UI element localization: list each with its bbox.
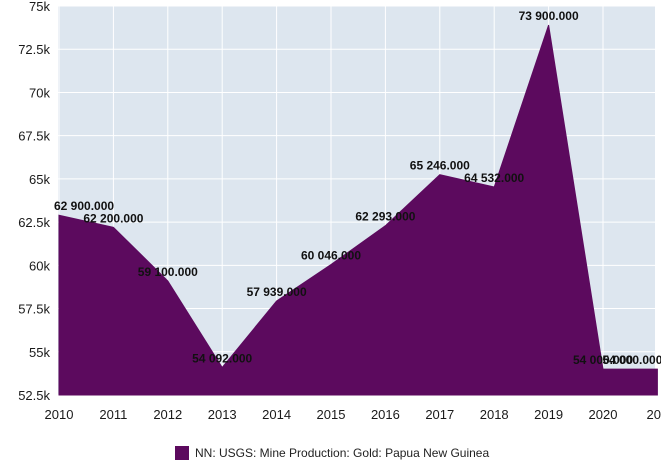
legend[interactable]: NN: USGS: Mine Production: Gold: Papua N…	[175, 446, 489, 460]
x-tick-label: 2013	[208, 407, 237, 422]
x-tick-label: 202	[647, 407, 661, 422]
data-label: 62 200.000	[83, 211, 143, 225]
data-label: 73 900.000	[519, 9, 579, 23]
y-tick-label: 65k	[29, 172, 50, 187]
data-label: 54 000.000	[573, 353, 633, 367]
y-tick-label: 55k	[29, 345, 50, 360]
data-label: 62 900.000	[54, 199, 114, 213]
x-tick-label: 2014	[262, 407, 291, 422]
data-label: 54 092.000	[192, 351, 252, 365]
y-tick-label: 60k	[29, 258, 50, 273]
area-chart: 52.5k 55k 57.5k 60k 62.5k 65k 67.5k 70k 72.5k 75k…	[18, 0, 661, 422]
x-tick-label: 2010	[45, 407, 74, 422]
legend-label: NN: USGS: Mine Production: Gold: Papua N…	[195, 446, 490, 460]
x-tick-label: 2016	[371, 407, 400, 422]
y-tick-label: 52.5k	[18, 388, 50, 403]
y-tick-label: 57.5k	[18, 302, 50, 317]
y-tick-label: 67.5k	[18, 129, 50, 144]
x-tick-label: 2017	[425, 407, 454, 422]
legend-swatch	[175, 446, 189, 460]
data-label: 60 046.000	[301, 249, 361, 263]
data-label: 57 939.000	[247, 285, 307, 299]
data-label: 59 100.000	[138, 265, 198, 279]
y-tick-label: 75k	[29, 0, 50, 14]
x-tick-label: 2020	[589, 407, 618, 422]
data-label: 65 246.000	[410, 159, 470, 173]
x-tick-label: 2015	[317, 407, 346, 422]
data-label: 62 293.000	[355, 210, 415, 224]
x-tick-label: 2019	[534, 407, 563, 422]
data-label: 64 532.000	[464, 171, 524, 185]
y-tick-label: 62.5k	[18, 215, 50, 230]
x-tick-label: 2011	[99, 407, 127, 422]
data-label: 54 000.000	[602, 353, 661, 367]
x-tick-label: 2018	[480, 407, 509, 422]
y-tick-label: 72.5k	[18, 42, 50, 57]
y-tick-label: 70k	[29, 85, 50, 100]
x-tick-label: 2012	[153, 407, 182, 422]
area-series[interactable]	[58, 24, 658, 396]
